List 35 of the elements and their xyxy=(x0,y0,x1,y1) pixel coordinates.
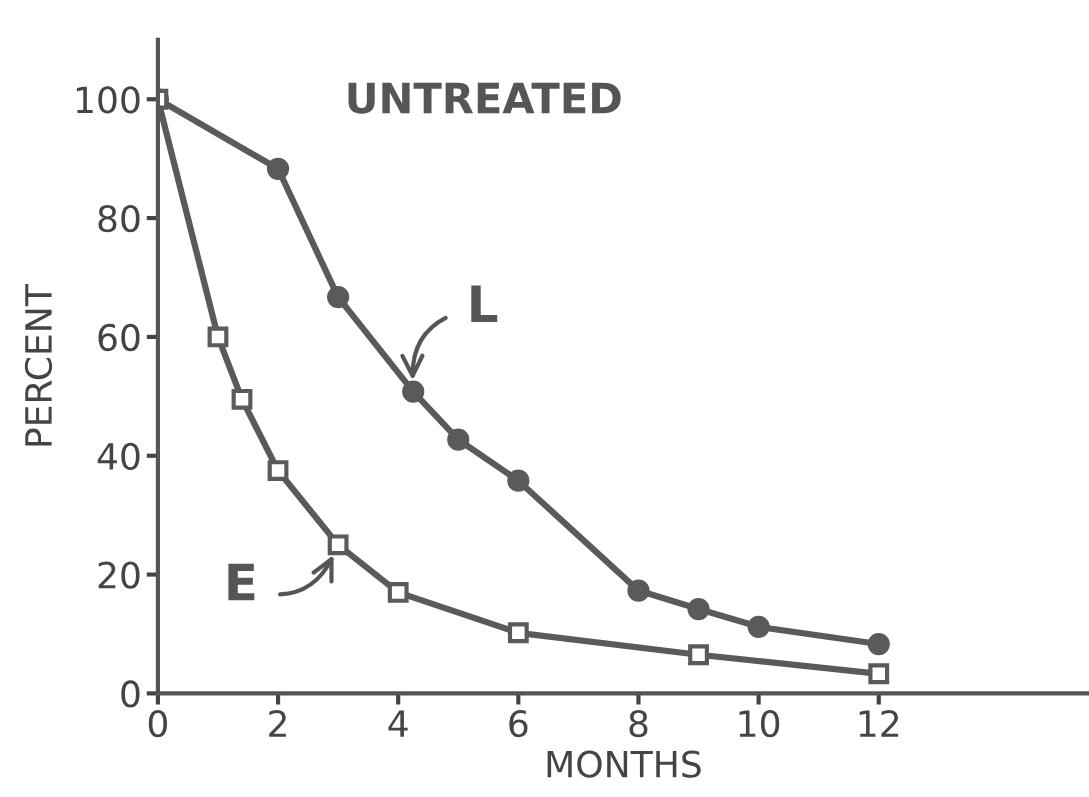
x-tick-label: 2 xyxy=(269,710,286,737)
x-tick-label: 6 xyxy=(509,710,528,738)
y-tick-label: 80 xyxy=(98,205,140,233)
point xyxy=(867,632,890,656)
point xyxy=(447,428,470,451)
point xyxy=(231,388,253,410)
point xyxy=(507,622,529,644)
point xyxy=(868,663,890,685)
point xyxy=(267,460,289,482)
x-tick-label: 4 xyxy=(388,710,408,737)
point xyxy=(507,469,530,492)
y-tick-label: 100 xyxy=(76,86,140,114)
x-tick-label: 8 xyxy=(629,710,648,738)
point xyxy=(266,157,290,180)
x-tick-label: 10 xyxy=(739,710,780,738)
y-tick-label: 40 xyxy=(97,442,140,470)
point xyxy=(687,597,710,621)
point xyxy=(688,644,709,666)
y-axis-title: PERCENT xyxy=(24,284,53,446)
point xyxy=(327,534,349,556)
point xyxy=(327,285,350,309)
point xyxy=(747,615,770,638)
point xyxy=(387,581,409,603)
text: UNTREATED xyxy=(348,82,621,114)
point xyxy=(627,579,650,602)
x-axis-title: MONTHS xyxy=(547,750,701,778)
y-tick-label: 20 xyxy=(98,561,140,589)
point xyxy=(402,380,425,403)
x-tick-label: 0 xyxy=(148,710,167,738)
point xyxy=(207,326,229,348)
annotation: L xyxy=(471,285,498,323)
y-tick-label: 60 xyxy=(98,323,140,352)
annotation: E xyxy=(228,563,255,601)
y-tick-label: 0 xyxy=(121,680,140,708)
x-tick-label: 12 xyxy=(859,710,899,737)
